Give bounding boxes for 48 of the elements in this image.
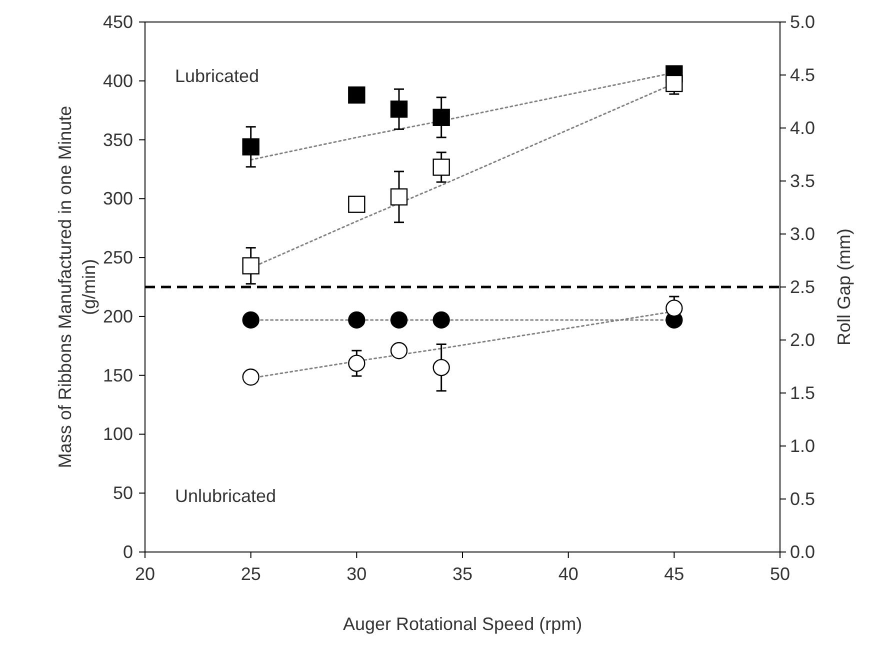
point [348,311,366,329]
y2-tick-label: 2.5 [790,277,816,297]
y2-tick-label: 1.5 [790,383,816,403]
point [348,86,366,104]
x-tick-label: 50 [770,564,790,584]
y-tick-label: 400 [102,70,133,91]
y2-tick-label: 3.0 [790,224,816,244]
point [390,311,408,329]
point [432,311,450,329]
y-tick-label: 150 [102,365,133,386]
y2-tick-label: 4.0 [790,118,816,138]
y2-tick-label: 4.5 [790,65,816,85]
y-tick-label: 50 [112,483,133,504]
point [432,108,450,126]
x-axis-title: Auger Rotational Speed (rpm) [342,614,582,634]
y2-tick-label: 3.5 [790,171,816,191]
y2-tick-label: 5.0 [790,12,816,32]
annotation: Unlubricated [175,486,276,506]
point [242,138,260,156]
point [242,257,260,274]
y2-tick-label: 1.0 [790,436,816,456]
point [666,300,683,317]
x-tick-label: 40 [558,564,578,584]
annotation: Lubricated [175,66,260,86]
y-tick-label: 200 [102,306,133,326]
y-tick-label: 0 [122,542,133,562]
y2-tick-label: 0.0 [790,542,816,562]
y2-tick-label: 2.0 [790,330,816,350]
x-tick-label: 30 [346,564,367,584]
point [348,354,366,372]
x-tick-label: 45 [664,564,684,584]
point [242,311,260,329]
y-tick-label: 350 [102,130,133,150]
y-tick-label: 300 [102,188,133,209]
point [390,188,408,206]
point [390,100,408,118]
x-tick-label: 35 [452,564,473,584]
y2-axis-title: Roll Gap (mm) [834,228,854,346]
y-tick-label: 250 [102,248,133,268]
y2-tick-label: 0.5 [790,489,816,509]
point [432,358,450,376]
y-axis-title: Mass of Ribbons Manufactured in one Minute (g/min) [55,106,99,468]
point [666,74,683,92]
point [432,158,450,176]
x-tick-label: 20 [134,564,156,584]
y-tick-label: 100 [102,424,133,444]
x-tick-label: 25 [240,564,261,584]
y-tick-label: 450 [102,12,133,32]
